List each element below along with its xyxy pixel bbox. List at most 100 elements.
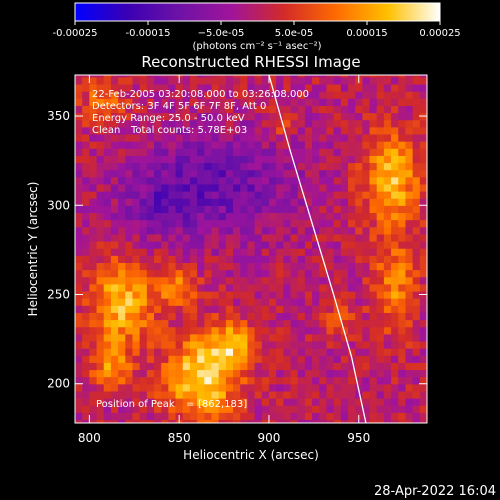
heatmap-cell	[204, 255, 213, 263]
heatmap-cell	[118, 112, 126, 121]
heatmap-cell	[204, 76, 213, 85]
heatmap-cell	[154, 348, 162, 356]
heatmap-cell	[132, 176, 141, 185]
heatmap-cell	[333, 298, 342, 306]
heatmap-cell	[182, 148, 191, 156]
heatmap-cell	[211, 226, 220, 235]
heatmap-cell	[132, 362, 141, 371]
heatmap-cell	[132, 191, 141, 199]
heatmap-cell	[276, 83, 284, 92]
heatmap-cell	[276, 98, 284, 106]
heatmap-cell	[283, 162, 292, 171]
heatmap-cell	[319, 75, 328, 78]
heatmap-cell	[268, 155, 277, 164]
heatmap-cell	[254, 148, 263, 156]
heatmap-cell	[233, 390, 241, 399]
heatmap-cell	[168, 326, 177, 335]
y-tick-label: 200	[47, 377, 70, 391]
heatmap-cell	[333, 198, 342, 206]
heatmap-cell	[110, 276, 119, 285]
heatmap-cell	[189, 298, 198, 306]
heatmap-cell	[175, 326, 184, 335]
heatmap-cell	[319, 312, 328, 321]
heatmap-cell	[225, 183, 234, 192]
heatmap-cell	[369, 91, 378, 99]
heatmap-cell	[89, 419, 98, 423]
heatmap-cell	[225, 126, 234, 135]
heatmap-cell	[254, 290, 263, 299]
heatmap-cell	[75, 141, 83, 149]
heatmap-cell	[139, 340, 148, 349]
heatmap-cell	[146, 362, 155, 371]
heatmap-cell	[139, 183, 148, 192]
heatmap-cell	[290, 126, 299, 135]
heatmap-cell	[347, 405, 356, 413]
heatmap-cell	[118, 83, 126, 92]
heatmap-cell	[118, 105, 126, 114]
heatmap-cell	[168, 155, 177, 164]
heatmap-cell	[168, 91, 177, 99]
heatmap-cell	[168, 226, 177, 235]
heatmap-cell	[369, 248, 378, 256]
heatmap-cell	[197, 298, 205, 306]
heatmap-cell	[211, 248, 220, 256]
heatmap-cell	[168, 333, 177, 342]
heatmap-cell	[125, 112, 134, 121]
heatmap-cell	[340, 305, 349, 313]
heatmap-cell	[383, 248, 392, 256]
heatmap-cell	[125, 91, 134, 99]
heatmap-cell	[118, 348, 126, 356]
heatmap-cell	[82, 219, 90, 228]
heatmap-cell	[261, 219, 270, 228]
heatmap-cell	[369, 83, 378, 92]
heatmap-cell	[82, 376, 90, 385]
heatmap-cell	[189, 119, 198, 128]
heatmap-cell	[189, 212, 198, 221]
heatmap-cell	[362, 191, 371, 199]
heatmap-cell	[304, 419, 313, 423]
heatmap-cell	[355, 112, 363, 121]
heatmap-cell	[333, 383, 342, 392]
heatmap-cell	[161, 169, 169, 178]
heatmap-cell	[283, 91, 292, 99]
heatmap-cell	[290, 83, 299, 92]
heatmap-cell	[369, 76, 378, 85]
heatmap-cell	[118, 333, 126, 342]
heatmap-cell	[391, 333, 399, 342]
heatmap-cell	[154, 269, 162, 278]
heatmap-cell	[139, 176, 148, 185]
heatmap-cell	[398, 312, 407, 321]
heatmap-cell	[197, 233, 205, 242]
heatmap-cell	[96, 205, 105, 214]
heatmap-cell	[197, 340, 205, 349]
heatmap-cell	[391, 419, 399, 423]
heatmap-cell	[376, 176, 385, 185]
heatmap-cell	[297, 233, 306, 242]
heatmap-cell	[182, 240, 191, 249]
heatmap-cell	[96, 398, 105, 406]
heatmap-cell	[110, 98, 119, 106]
heatmap-cell	[96, 76, 105, 85]
heatmap-cell	[247, 83, 256, 92]
heatmap-cell	[154, 390, 162, 399]
heatmap-cell	[175, 169, 184, 178]
heatmap-cell	[168, 262, 177, 271]
heatmap-cell	[110, 319, 119, 328]
heatmap-cell	[211, 169, 220, 178]
heatmap-cell	[161, 112, 169, 121]
heatmap-cell	[125, 169, 134, 178]
plot-timestamp: 28-Apr-2022 16:04	[374, 484, 496, 499]
heatmap-cell	[225, 119, 234, 128]
heatmap-cell	[168, 283, 177, 292]
heatmap-cell	[197, 333, 205, 342]
heatmap-cell	[96, 412, 105, 421]
colorbar: -0.00025 -0.00015 −5.0e-05 5.0e-05 0.00015 0.…	[53, 2, 461, 52]
heatmap-cell	[405, 383, 414, 392]
heatmap-cell	[218, 233, 227, 242]
heatmap-cell	[362, 233, 371, 242]
colorbar-tick-label: -0.00015	[126, 28, 171, 39]
heatmap-cell	[254, 219, 263, 228]
heatmap-cell	[233, 369, 241, 378]
heatmap-cell	[290, 383, 299, 392]
heatmap-cell	[312, 419, 320, 423]
